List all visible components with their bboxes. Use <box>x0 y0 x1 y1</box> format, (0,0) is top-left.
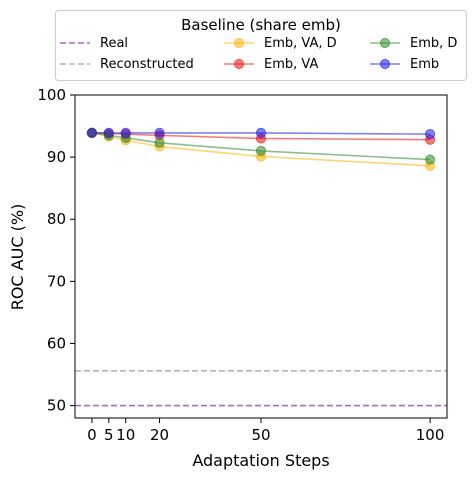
legend-label: Emb, VA <box>264 57 318 72</box>
legend-marker <box>233 37 245 49</box>
legend-title: Baseline (share emb) <box>181 16 341 34</box>
x-tick-label: 50 <box>251 426 270 444</box>
data-point-emb-d <box>424 154 436 165</box>
x-axis-title: Adaptation Steps <box>192 451 329 470</box>
data-point-emb <box>103 127 114 138</box>
series-points <box>86 127 436 171</box>
x-tick-label: 5 <box>104 426 114 444</box>
legend-label: Emb, VA, D <box>264 36 337 51</box>
legend-marker <box>379 58 391 70</box>
legend-marker <box>233 58 245 70</box>
y-axis-title: ROC AUC (%) <box>8 204 27 311</box>
x-tick-label: 100 <box>416 426 445 444</box>
x-tick-label: 10 <box>116 426 135 444</box>
reference-lines <box>75 369 447 407</box>
data-point-emb <box>86 127 98 138</box>
x-axis: 0 5 10 20 50 100 <box>87 418 444 444</box>
y-tick-label: 60 <box>47 334 66 352</box>
data-point-emb <box>154 127 165 138</box>
y-axis: 50 60 70 80 90 100 <box>37 86 75 415</box>
legend-label: Emb <box>410 57 439 72</box>
legend-item-emb-va-d: Emb, VA, D <box>224 36 337 51</box>
legend-frame <box>55 10 467 81</box>
y-tick-label: 100 <box>37 86 66 104</box>
legend-label: Emb, D <box>410 36 457 51</box>
legend-marker <box>379 37 391 49</box>
data-point-emb <box>120 127 131 138</box>
legend-label: Reconstructed <box>100 57 194 72</box>
legend-items: Real Reconstructed Emb, VA, D Emb, VA Emb, D… <box>60 36 457 72</box>
legend-label: Real <box>100 36 128 51</box>
legend-item-emb: Emb <box>370 57 439 72</box>
x-tick-label: 0 <box>87 426 97 444</box>
y-tick-label: 50 <box>47 397 66 415</box>
data-point-emb <box>424 129 436 140</box>
x-tick-label: 20 <box>150 426 169 444</box>
legend-item-reconstructed: Reconstructed <box>60 57 194 72</box>
data-point-emb-d <box>255 145 267 157</box>
y-tick-label: 80 <box>47 210 66 228</box>
y-tick-label: 70 <box>47 272 66 290</box>
plot-area <box>74 94 448 419</box>
data-point-emb-d <box>154 137 165 148</box>
y-tick-label: 90 <box>47 148 66 166</box>
legend-item-emb-d: Emb, D <box>370 36 457 51</box>
legend: Baseline (share emb) Real Reconstructed Em… <box>55 10 467 81</box>
data-point-emb <box>255 127 267 138</box>
legend-item-emb-va: Emb, VA <box>224 57 318 72</box>
legend-item-real: Real <box>60 36 128 51</box>
